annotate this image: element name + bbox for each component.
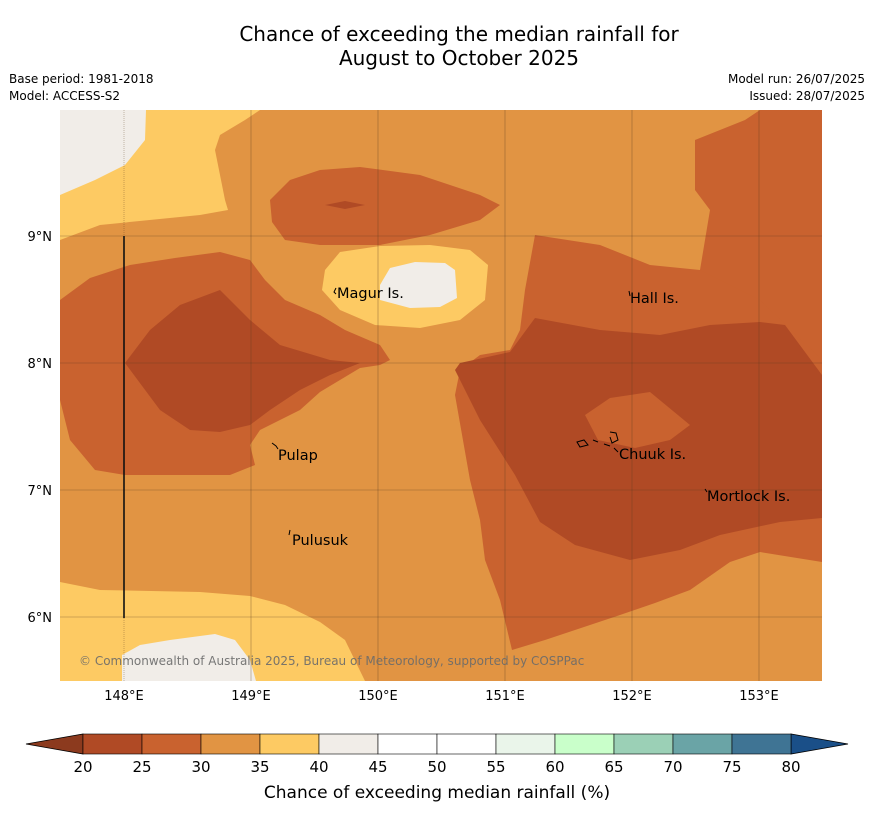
island-hall [628,290,631,297]
place-label-magur: Magur Is. [337,286,404,302]
graticule [60,110,822,681]
band-20-25-west [125,290,360,432]
copyright-text: © Commonwealth of Australia 2025, Bureau… [79,654,584,668]
lon-axis: 148°E 149°E 150°E 151°E 152°E 153°E [104,689,779,704]
model-text: Model: ACCESS-S2 [9,89,121,103]
colorbar-tick-label: 55 [486,758,505,776]
chart-title: Chance of exceeding the median rainfall … [0,22,873,70]
colorbar-segment [613,733,674,755]
lon-label-150e: 150°E [358,689,398,704]
colorbar-segment [318,733,379,755]
band-25-30-chuuk [585,392,690,448]
colorbar-tick-label: 25 [132,758,151,776]
colorbar-segment [377,733,438,755]
lon-label-152e: 152°E [612,689,652,704]
island-pulap [271,442,279,450]
lat-label-7n: 7°N [28,484,53,499]
title-line-2: August to October 2025 [338,46,580,70]
colorbar-segment [436,733,497,755]
model-run-text: Model run: 26/07/2025 [727,72,865,86]
meta-right: Model run: 26/07/2025 Issued: 28/07/2025 [728,71,865,105]
place-label-chuuk: Chuuk Is. [619,447,686,463]
colorbar-tick-label: 20 [73,758,92,776]
island-shapes [271,287,708,536]
lon-label-149e: 149°E [231,689,271,704]
band-20-25-north-blob [325,201,365,209]
colorbar-segment [731,733,792,755]
lat-label-6n: 6°N [28,611,53,626]
colorbar-tick-label: 40 [309,758,328,776]
colorbar-tick-label: 45 [368,758,387,776]
band-40-45-magur [380,262,457,308]
colorbar-segment [259,733,320,755]
lon-label-148e: 148°E [104,689,144,704]
island-chuuk [576,431,619,453]
lat-axis: 9°N 8°N 7°N 6°N [28,230,53,626]
lat-label-8n: 8°N [28,357,53,372]
island-mortlock [704,488,708,493]
colorbar-tick-label: 65 [604,758,623,776]
colorbar-segment [672,733,733,755]
issued-text: Issued: 28/07/2025 [749,89,865,103]
colorbar-segment [200,733,261,755]
band-40-45-top-left [60,110,146,195]
colorbar-tick-label: 35 [250,758,269,776]
colorbar-segment [82,733,143,755]
colorbar: 20 25 30 35 40 45 50 55 60 65 70 75 80 [25,733,849,776]
island-pulusuk [288,529,291,536]
colorbar-tick-label: 30 [191,758,210,776]
base-period-text: Base period: 1981-2018 [9,72,154,86]
colorbar-segment [141,733,202,755]
band-25-30-north-blob [270,167,500,245]
colorbar-tick-label: 75 [722,758,741,776]
meta-left: Base period: 1981-2018 Model: ACCESS-S2 [9,71,154,105]
place-label-mortlock: Mortlock Is. [707,489,790,505]
colorbar-tick-label: 60 [545,758,564,776]
colorbar-high-extend [790,733,849,755]
colorbar-tick-label: 50 [427,758,446,776]
place-label-hall: Hall Is. [630,291,679,307]
colorbar-segment [495,733,556,755]
island-magur [333,287,337,295]
lon-label-153e: 153°E [739,689,779,704]
colorbar-label: Chance of exceeding median rainfall (%) [264,783,610,803]
band-40-45-bottom-left [122,634,256,681]
lat-label-9n: 9°N [28,230,53,245]
colorbar-segment [554,733,615,755]
lon-label-151e: 151°E [485,689,525,704]
colorbar-tick-label: 80 [781,758,800,776]
title-line-1: Chance of exceeding the median rainfall … [239,22,679,46]
place-label-pulusuk: Pulusuk [292,533,349,549]
place-label-pulap: Pulap [278,448,318,464]
colorbar-tick-label: 70 [663,758,682,776]
colorbar-low-extend [25,733,84,755]
map-area: Magur Is. Hall Is. Pulap Chuuk Is. Mortl… [60,110,822,681]
